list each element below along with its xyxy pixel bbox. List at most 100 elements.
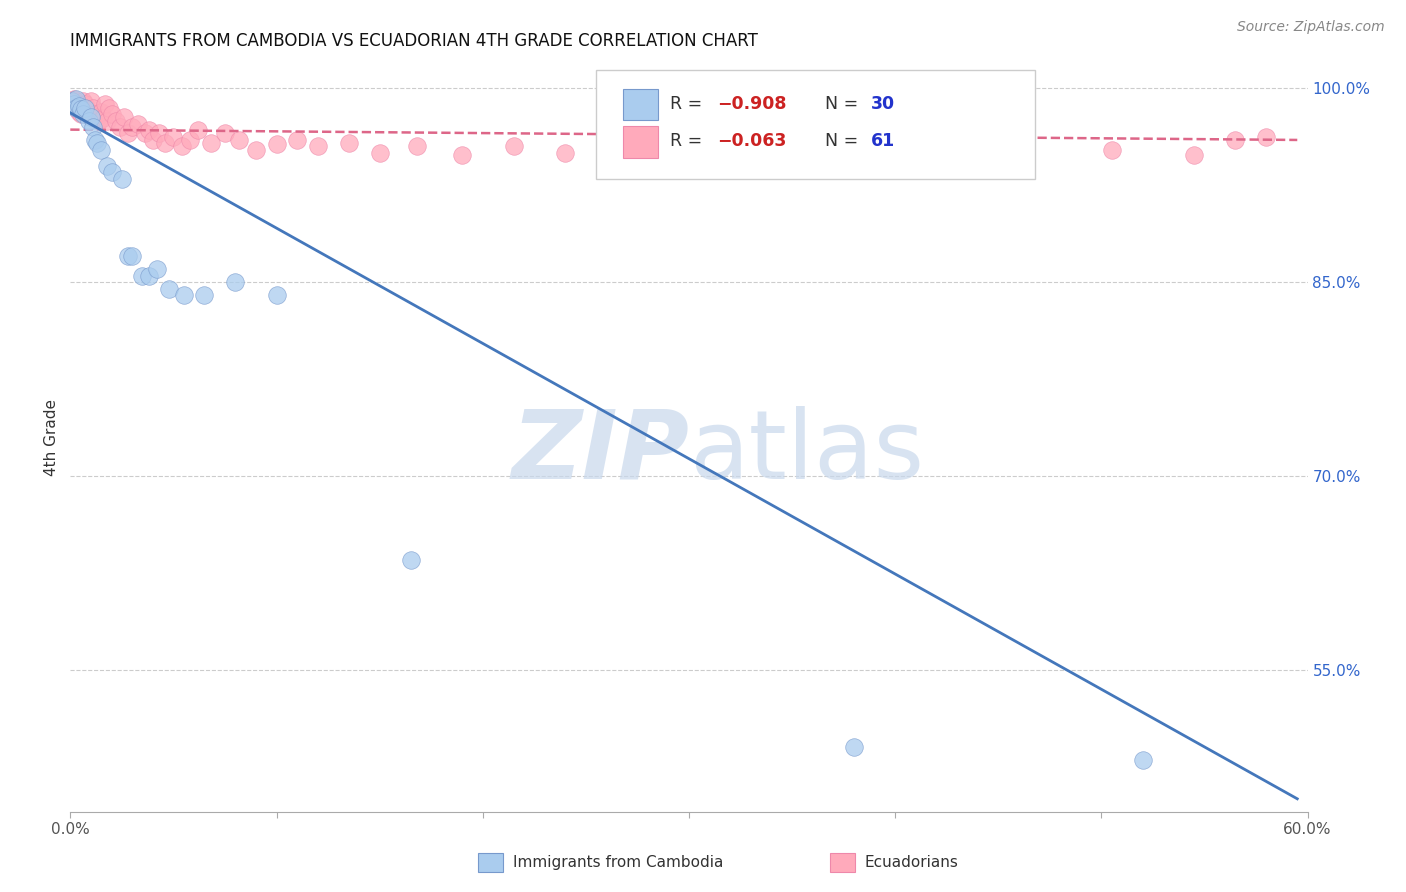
Point [69, 102, 91, 116]
Point [84, 133, 107, 147]
Point [307, 139, 329, 153]
Text: ZIP: ZIP [510, 406, 689, 499]
Point [153, 136, 176, 150]
Point [554, 145, 576, 160]
Point [73, 96, 96, 111]
Point [96, 159, 118, 173]
Point [148, 127, 170, 141]
Point [72, 94, 94, 108]
Point [117, 249, 139, 263]
Point [138, 268, 160, 283]
Point [616, 133, 638, 147]
Point [1008, 145, 1031, 160]
Point [131, 268, 153, 283]
Point [179, 133, 201, 147]
Y-axis label: 4th Grade: 4th Grade [44, 399, 59, 475]
Point [266, 288, 288, 302]
Point [72, 107, 94, 121]
Point [111, 171, 134, 186]
Text: N =: N = [825, 132, 863, 150]
Text: Ecuadorians: Ecuadorians [865, 855, 959, 870]
Point [63, 92, 86, 106]
Point [285, 133, 308, 147]
Point [67, 99, 90, 113]
Point [266, 136, 288, 151]
Point [86, 136, 108, 150]
Point [173, 288, 195, 302]
Point [82, 101, 104, 115]
Point [368, 145, 391, 160]
Point [214, 127, 236, 141]
Point [100, 107, 122, 121]
Point [72, 101, 94, 115]
Point [451, 148, 474, 162]
Point [761, 143, 783, 157]
Point [65, 94, 87, 108]
Point [60, 94, 83, 108]
Point [228, 133, 250, 147]
Point [1256, 130, 1278, 145]
Point [121, 249, 143, 263]
Text: IMMIGRANTS FROM CAMBODIA VS ECUADORIAN 4TH GRADE CORRELATION CHART: IMMIGRANTS FROM CAMBODIA VS ECUADORIAN 4… [70, 32, 758, 50]
FancyBboxPatch shape [596, 70, 1035, 178]
Point [187, 122, 209, 136]
Point [94, 96, 117, 111]
Point [117, 127, 139, 141]
Point [1132, 753, 1154, 767]
Point [76, 107, 98, 121]
Point [80, 94, 103, 108]
Point [69, 107, 91, 121]
Text: R =: R = [671, 95, 709, 112]
Text: Immigrants from Cambodia: Immigrants from Cambodia [513, 855, 724, 870]
Text: R =: R = [671, 132, 709, 150]
Text: Source: ZipAtlas.com: Source: ZipAtlas.com [1237, 20, 1385, 34]
Point [104, 113, 127, 128]
Point [127, 118, 149, 132]
Point [146, 262, 169, 277]
Point [84, 107, 107, 121]
Point [157, 281, 180, 295]
Point [80, 110, 103, 124]
Point [337, 136, 360, 150]
Text: −0.063: −0.063 [717, 132, 787, 150]
Point [678, 133, 700, 147]
Point [134, 127, 156, 141]
Point [193, 288, 215, 302]
Point [82, 120, 104, 134]
Text: 61: 61 [870, 132, 896, 150]
Point [112, 110, 135, 124]
Point [67, 104, 90, 119]
Point [73, 101, 96, 115]
Point [925, 136, 948, 150]
Point [502, 139, 524, 153]
Point [138, 122, 160, 136]
Point [1101, 143, 1123, 157]
Point [842, 740, 865, 755]
Point [224, 275, 246, 289]
Text: atlas: atlas [689, 406, 924, 499]
Point [89, 113, 111, 128]
Point [60, 94, 83, 108]
Point [65, 101, 87, 115]
Point [91, 111, 114, 125]
Point [121, 120, 143, 134]
Point [63, 96, 86, 111]
Point [100, 165, 122, 179]
Point [90, 143, 112, 157]
Point [108, 120, 131, 134]
Point [142, 133, 165, 147]
Text: 30: 30 [870, 95, 896, 112]
Point [77, 113, 100, 128]
Point [67, 96, 90, 111]
FancyBboxPatch shape [623, 126, 658, 158]
Point [86, 110, 108, 124]
Point [1225, 133, 1247, 147]
FancyBboxPatch shape [623, 88, 658, 120]
Point [98, 101, 121, 115]
Point [162, 130, 184, 145]
Point [77, 104, 100, 119]
Text: N =: N = [825, 95, 863, 112]
Text: −0.908: −0.908 [717, 95, 787, 112]
Point [65, 92, 87, 106]
Point [842, 148, 865, 162]
